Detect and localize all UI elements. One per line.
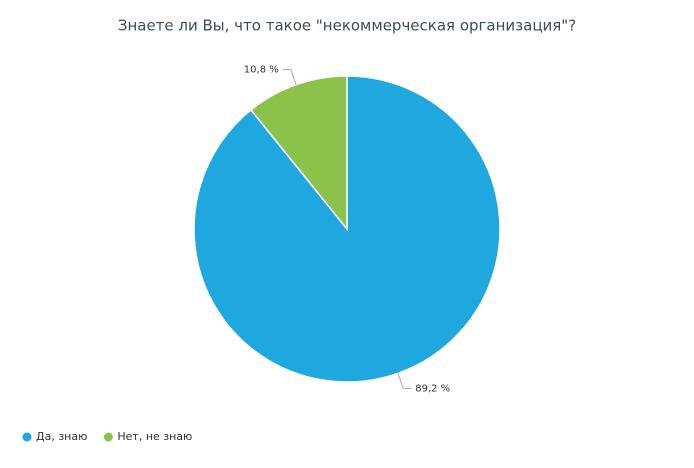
chart-title: Знаете ли Вы, что такое "некоммерческая …: [118, 17, 576, 35]
data-label: 10,8 %: [244, 65, 279, 76]
leader-line: [397, 373, 412, 389]
data-label: 89,2 %: [415, 383, 450, 394]
legend-marker: [22, 432, 32, 442]
legend-marker: [103, 432, 113, 442]
legend-label: Нет, не знаю: [117, 430, 192, 443]
pie-slice: [249, 75, 348, 232]
leader-line: [282, 69, 297, 85]
legend-label: Да, знаю: [36, 430, 87, 443]
